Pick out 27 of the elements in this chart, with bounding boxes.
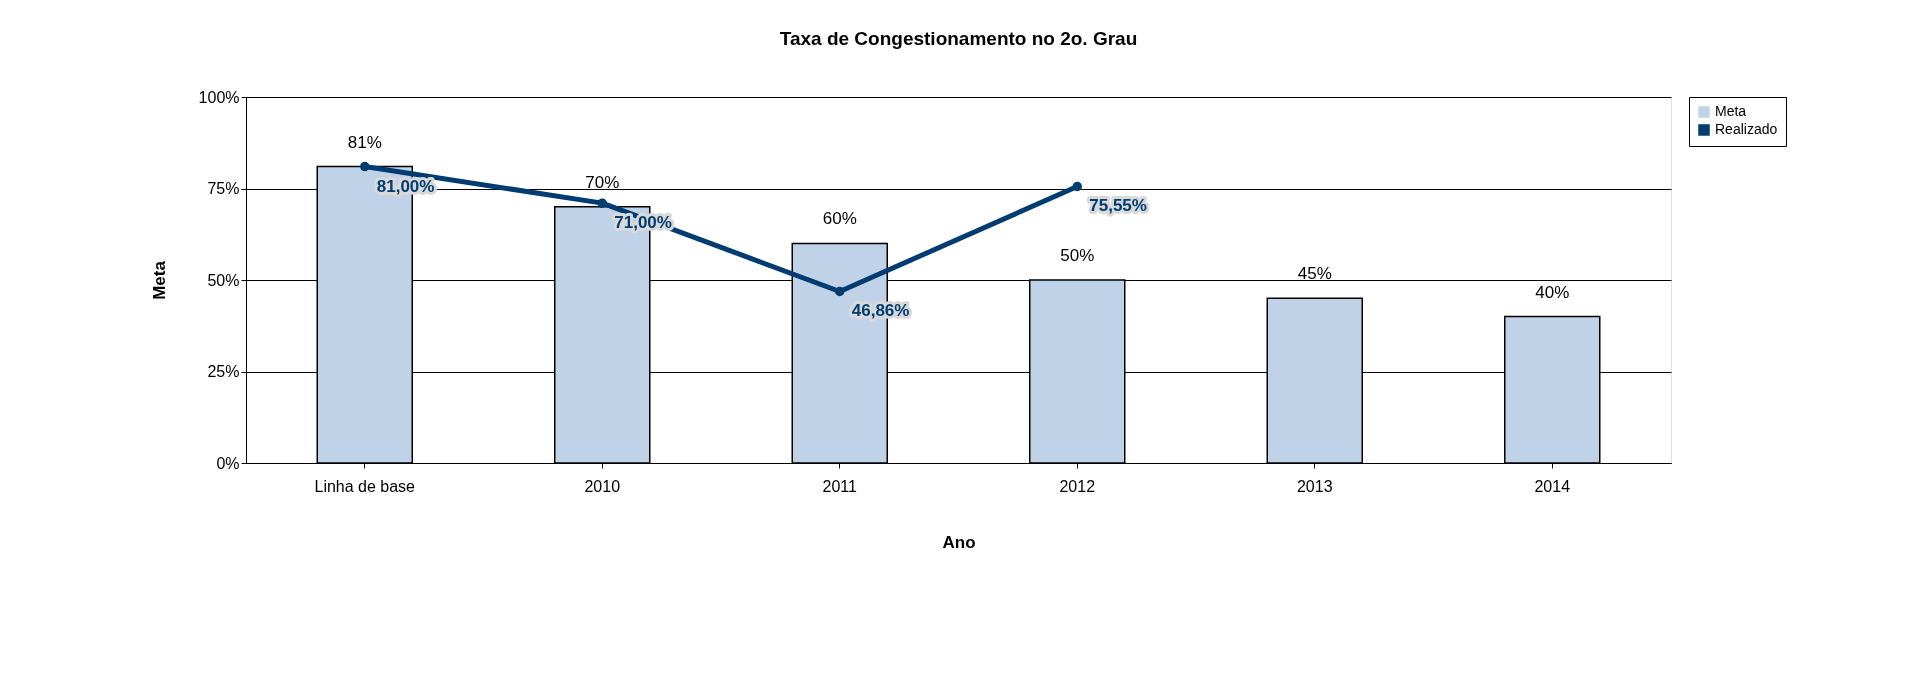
x-tick-label: Linha de base bbox=[314, 477, 416, 495]
data-label: 40% bbox=[1535, 282, 1570, 302]
data-label: 75,55% bbox=[1089, 196, 1147, 216]
legend-label: Meta bbox=[1715, 103, 1747, 119]
data-label: 81% bbox=[347, 132, 382, 152]
y-tick-label: 100% bbox=[198, 88, 240, 106]
data-label: 50% bbox=[1060, 246, 1095, 265]
x-tick-label: 2012 bbox=[1059, 477, 1096, 495]
x-tick-label: 2010 bbox=[584, 477, 621, 495]
legend-label: Realizado bbox=[1715, 121, 1778, 137]
y-tick-label: 50% bbox=[207, 271, 240, 289]
chart-title: Taxa de Congestionamento no 2o. Grau bbox=[779, 28, 1138, 49]
y-tick-label: 25% bbox=[207, 363, 240, 380]
data-label: 70% bbox=[585, 172, 620, 192]
y-tick-label: 75% bbox=[207, 180, 240, 197]
x-axis-title: Ano bbox=[942, 532, 976, 552]
point bbox=[360, 161, 370, 172]
x-tick-label: 2014 bbox=[1534, 477, 1571, 495]
data-label: 45% bbox=[1297, 264, 1332, 284]
y-axis-title: Meta bbox=[149, 260, 169, 300]
data-label: 60% bbox=[822, 209, 857, 229]
y-tick-label: 0% bbox=[216, 454, 240, 472]
point bbox=[835, 286, 845, 297]
point bbox=[1072, 181, 1082, 192]
x-tick-label: 2011 bbox=[822, 477, 858, 495]
x-tick-label: 2013 bbox=[1296, 477, 1333, 495]
point bbox=[597, 198, 607, 208]
